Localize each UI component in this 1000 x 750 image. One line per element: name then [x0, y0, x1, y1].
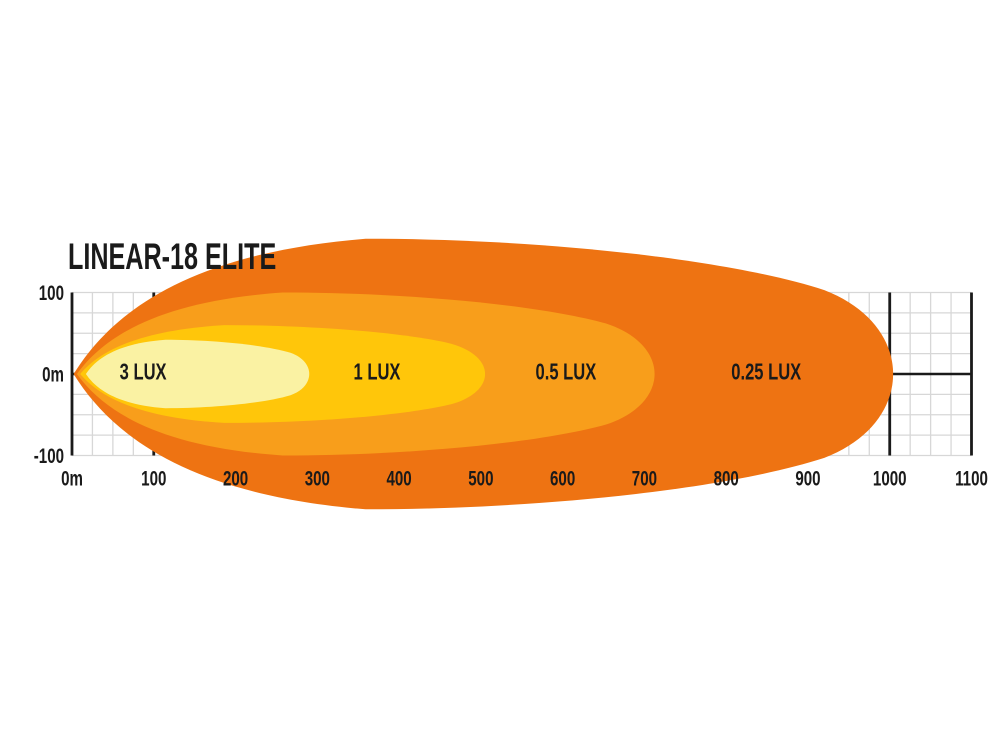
x-tick-label: 0m	[61, 466, 83, 490]
x-tick-label: 1000	[873, 466, 907, 490]
beam-zone-3-lux	[85, 339, 310, 409]
y-tick-label: -100	[34, 443, 64, 467]
zone-labels: 3 LUX 1 LUX 0.5 LUX 0.25 LUX	[120, 360, 802, 385]
x-tick-label: 200	[223, 466, 248, 490]
y-axis-tick-labels: 100 0m -100	[34, 280, 64, 467]
x-tick-label: 600	[550, 466, 575, 490]
zone-label: 0.25 LUX	[731, 360, 801, 385]
x-tick-label: 900	[795, 466, 820, 490]
zone-label: 3 LUX	[120, 360, 167, 385]
beam-zones	[73, 238, 894, 510]
zone-label: 0.5 LUX	[536, 360, 597, 385]
x-tick-label: 700	[632, 466, 657, 490]
x-tick-label: 300	[305, 466, 330, 490]
x-axis-tick-labels: 0m 100 200 300 400 500 600 700 800 900 1000 1100	[61, 466, 988, 490]
x-tick-label: 1100	[955, 466, 988, 490]
x-tick-label: 400	[386, 466, 411, 490]
x-tick-label: 800	[714, 466, 739, 490]
y-tick-label: 100	[39, 280, 64, 304]
x-tick-label: 500	[468, 466, 493, 490]
x-tick-label: 100	[141, 466, 166, 490]
zone-label: 1 LUX	[354, 360, 401, 385]
y-tick-label: 0m	[42, 362, 64, 386]
chart-title: LINEAR-18 ELITE	[68, 236, 277, 277]
